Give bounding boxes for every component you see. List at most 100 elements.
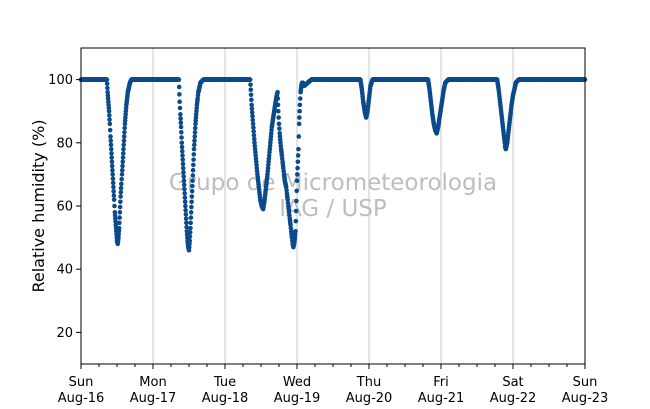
- data-point: [184, 220, 189, 226]
- data-point: [118, 185, 124, 191]
- data-point: [116, 225, 122, 231]
- data-point: [191, 142, 197, 148]
- data-point: [122, 125, 127, 131]
- data-point: [110, 167, 115, 173]
- data-point: [178, 112, 183, 117]
- x-tick-label-day-3: Wed: [283, 375, 311, 390]
- data-point: [187, 234, 193, 239]
- data-point: [250, 113, 255, 119]
- data-point: [120, 151, 126, 156]
- data-point: [191, 157, 196, 162]
- y-tick-label-4: 100: [48, 73, 73, 88]
- data-point: [296, 121, 302, 127]
- data-point: [176, 84, 182, 90]
- data-point: [109, 159, 115, 165]
- data-point: [111, 197, 117, 202]
- data-point: [187, 230, 193, 235]
- data-point: [189, 199, 194, 205]
- data-point: [275, 102, 281, 108]
- data-point: [179, 148, 185, 154]
- data-point: [117, 210, 123, 215]
- x-axis: SunAug-16MonAug-17TueAug-18WedAug-19ThuA…: [58, 364, 609, 406]
- data-point: [275, 96, 281, 101]
- data-point: [109, 155, 115, 160]
- data-point: [295, 153, 301, 158]
- data-point: [189, 188, 195, 194]
- data-point: [177, 99, 182, 105]
- data-point: [251, 129, 256, 134]
- data-point: [120, 155, 126, 160]
- data-point: [184, 224, 189, 230]
- data-point: [275, 108, 281, 114]
- x-tick-label-date-0: Aug-16: [58, 391, 105, 406]
- data-point: [181, 178, 187, 184]
- data-point: [107, 127, 113, 133]
- data-point: [297, 102, 303, 108]
- data-point: [120, 159, 126, 165]
- watermark-line-1: Grupo de Micrometeorologia: [169, 170, 497, 196]
- data-point: [188, 210, 194, 215]
- data-point: [293, 228, 298, 234]
- data-point: [121, 142, 127, 148]
- data-point: [180, 157, 186, 162]
- x-tick-label-day-0: Sun: [69, 375, 94, 390]
- data-point: [188, 220, 193, 226]
- data-point: [117, 215, 122, 220]
- data-point: [178, 120, 184, 126]
- data-point: [180, 165, 186, 171]
- data-point: [107, 121, 113, 127]
- data-point: [188, 215, 194, 220]
- data-point: [119, 172, 125, 177]
- data-point: [276, 121, 282, 127]
- data-point: [247, 77, 253, 82]
- x-tick-label-day-5: Fri: [433, 375, 449, 390]
- data-point: [249, 102, 254, 108]
- data-point: [190, 167, 196, 173]
- data-point: [190, 183, 195, 189]
- data-point: [181, 182, 187, 188]
- data-point: [192, 129, 198, 135]
- data-point: [118, 190, 124, 195]
- data-point: [190, 173, 196, 178]
- data-point: [108, 142, 114, 148]
- data-point: [181, 169, 186, 175]
- data-point: [294, 178, 300, 184]
- data-point: [183, 203, 188, 209]
- data-point: [105, 85, 110, 91]
- data-point: [190, 178, 195, 184]
- data-point: [297, 96, 303, 101]
- y-axis: 20 40 60 80 100: [48, 73, 81, 341]
- data-point: [110, 176, 116, 181]
- data-point: [178, 124, 184, 130]
- data-point: [119, 176, 124, 182]
- data-point: [248, 92, 254, 98]
- data-point: [120, 163, 125, 169]
- data-point: [293, 218, 299, 224]
- data-point: [118, 199, 123, 205]
- x-tick-label-day-7: Sun: [573, 375, 598, 390]
- data-point: [178, 116, 183, 121]
- data-point: [179, 140, 185, 146]
- data-point: [276, 115, 281, 120]
- data-point: [122, 129, 127, 135]
- data-point: [249, 110, 255, 115]
- data-point: [117, 204, 123, 210]
- data-point: [296, 134, 302, 139]
- data-point: [295, 159, 301, 165]
- data-point: [191, 146, 197, 152]
- data-point: [111, 184, 116, 190]
- data-point: [117, 220, 122, 226]
- data-point: [248, 82, 253, 87]
- x-tick-label-date-5: Aug-21: [418, 391, 465, 406]
- data-point: [104, 81, 110, 87]
- data-point: [104, 77, 110, 82]
- data-point: [177, 105, 183, 111]
- data-point: [179, 129, 184, 135]
- data-point: [108, 138, 114, 143]
- x-tick-label-date-7: Aug-23: [562, 391, 609, 406]
- watermark: Grupo de Micrometeorologia IAG / USP: [169, 170, 497, 222]
- data-point: [183, 212, 189, 217]
- data-point: [121, 138, 127, 143]
- data-point: [296, 146, 301, 152]
